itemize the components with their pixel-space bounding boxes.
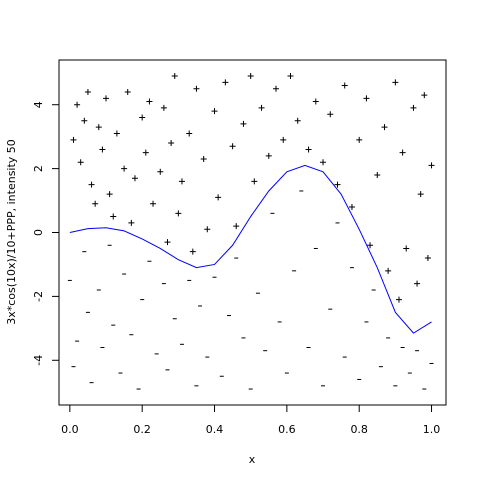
point [146, 98, 153, 105]
point [164, 239, 171, 246]
point [113, 130, 120, 137]
x-tick-label: 0.4 [206, 423, 224, 436]
point [204, 226, 211, 233]
point [193, 85, 200, 92]
point [103, 95, 110, 102]
x-tick-label: 0.2 [133, 423, 151, 436]
point [160, 104, 167, 111]
point [374, 172, 381, 178]
point [150, 200, 157, 207]
point [294, 117, 301, 124]
point [247, 72, 254, 79]
point [200, 156, 207, 163]
y-tick-label: -2 [32, 291, 45, 302]
x-tick-label: 0.8 [350, 423, 368, 436]
curve [69, 164, 432, 334]
x-tick-label: 0.6 [278, 423, 296, 436]
point [128, 219, 135, 226]
point [334, 181, 341, 188]
point [175, 210, 182, 217]
y-axis-label: 3x*cos(10x)/10+PPP, intensity 50 [5, 139, 18, 325]
point [312, 98, 319, 105]
x-axis-label: x [249, 453, 256, 466]
point [229, 143, 236, 150]
point [240, 120, 247, 127]
point [258, 104, 265, 111]
point [233, 223, 240, 230]
point [265, 152, 272, 159]
point [70, 136, 77, 143]
point [131, 175, 138, 182]
y-tick-label: 2 [32, 165, 45, 172]
y-tick-label: 0 [32, 229, 45, 236]
point [399, 149, 406, 156]
point [222, 79, 229, 86]
point [189, 248, 196, 255]
y-tick-label: -4 [32, 355, 45, 366]
point [215, 194, 222, 201]
point [95, 124, 102, 131]
point [211, 108, 218, 115]
point [106, 191, 113, 198]
point [178, 178, 185, 185]
point [142, 149, 149, 156]
point [424, 255, 431, 262]
point [121, 165, 128, 172]
point [392, 79, 399, 86]
point [385, 267, 392, 274]
point [81, 117, 88, 124]
point [348, 203, 355, 210]
point [99, 146, 106, 153]
point [395, 296, 402, 303]
point [171, 72, 178, 79]
point [273, 85, 280, 92]
point [124, 88, 131, 95]
point [74, 101, 81, 108]
y-tick-label: 4 [32, 101, 45, 108]
point [139, 114, 146, 121]
point [356, 136, 363, 143]
point [92, 200, 99, 207]
point [287, 72, 294, 79]
point [77, 159, 84, 166]
point [403, 245, 410, 252]
point [414, 280, 421, 287]
x-tick-label: 1.0 [423, 423, 441, 436]
point [88, 181, 95, 188]
point [110, 213, 117, 220]
point [421, 92, 428, 99]
point [417, 191, 424, 198]
point [168, 140, 175, 147]
point [410, 104, 417, 111]
point [341, 82, 348, 89]
point [363, 95, 370, 102]
point [84, 88, 91, 95]
point [381, 124, 388, 131]
point [157, 168, 164, 175]
point [320, 159, 327, 166]
point [280, 136, 287, 143]
point [367, 242, 374, 249]
point [251, 178, 258, 185]
point [327, 111, 334, 118]
x-tick-label: 0.0 [61, 423, 79, 436]
point [428, 162, 435, 169]
point [186, 130, 193, 137]
point [305, 146, 312, 153]
